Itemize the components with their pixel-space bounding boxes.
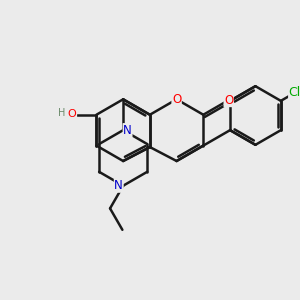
Text: H: H <box>58 108 65 118</box>
Text: Cl: Cl <box>289 86 300 99</box>
Text: N: N <box>123 124 132 137</box>
Text: O: O <box>224 94 233 106</box>
Text: O: O <box>68 109 76 119</box>
Text: O: O <box>172 93 181 106</box>
Text: N: N <box>114 179 123 192</box>
